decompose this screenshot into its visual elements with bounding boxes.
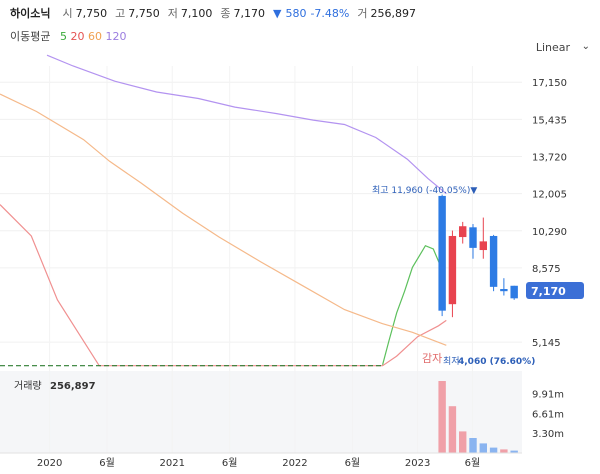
candle-body bbox=[479, 241, 488, 251]
candle-body bbox=[448, 235, 457, 305]
price-tick-label: 5,145 bbox=[532, 338, 561, 349]
time-tick-label: 2021 bbox=[160, 458, 185, 469]
axes: 17,150 15,435 13,720 12,005 10,290 8,575 5,145… bbox=[0, 78, 567, 469]
time-tick-label: 2023 bbox=[405, 458, 430, 469]
volume-total: 256,897 bbox=[50, 381, 96, 392]
high-value: 7,750 bbox=[128, 6, 160, 20]
volume-bar bbox=[489, 447, 498, 453]
volume-tick-label: 9.91m bbox=[532, 390, 564, 401]
candle-body bbox=[438, 195, 446, 311]
chevron-down-icon[interactable]: ⌄ bbox=[581, 41, 590, 52]
stock-name: 하이소닉 bbox=[10, 7, 51, 20]
change-value: 580 bbox=[285, 6, 307, 20]
volume-tick-label: 6.61m bbox=[532, 409, 564, 420]
highest-price-annotation: 최고 11,960 (-40.05%)▼ bbox=[372, 185, 477, 196]
time-tick-label: 2022 bbox=[282, 458, 307, 469]
moving-average-line-120 bbox=[46, 54, 447, 195]
current-price-badge bbox=[526, 282, 584, 299]
ma-legend-item-60[interactable]: 60 bbox=[87, 30, 102, 43]
high-label: 고 bbox=[115, 7, 126, 20]
price-tick-label: 15,435 bbox=[532, 115, 567, 126]
low-value: 7,100 bbox=[180, 6, 213, 20]
price-tick-label: 17,150 bbox=[532, 78, 567, 89]
moving-average-lines bbox=[0, 54, 447, 367]
price-tick-label: 12,005 bbox=[532, 190, 567, 201]
time-tick-label: 2020 bbox=[37, 458, 62, 469]
candle-body bbox=[459, 226, 467, 238]
volume-value: 256,897 bbox=[370, 6, 417, 20]
event-label: 감자 bbox=[422, 352, 442, 365]
volume-pane-background bbox=[0, 371, 522, 453]
change-percent: -7.48% bbox=[310, 6, 350, 20]
moving-average-line-20 bbox=[0, 204, 447, 367]
ma-legend-item-5[interactable]: 5 bbox=[59, 30, 67, 43]
candle-body bbox=[489, 235, 498, 287]
volume-bar bbox=[510, 450, 518, 453]
price-tick-label: 13,720 bbox=[532, 153, 567, 164]
current-price-label: 7,170 bbox=[531, 285, 566, 298]
close-label: 종 bbox=[220, 7, 231, 20]
candlestick-series bbox=[438, 194, 518, 318]
volume-tick-label: 3.30m bbox=[532, 429, 564, 440]
candle-body bbox=[469, 227, 477, 248]
ma-legend-item-120[interactable]: 120 bbox=[105, 30, 127, 43]
volume-bar bbox=[438, 381, 446, 453]
price-tick-label: 10,290 bbox=[532, 227, 567, 238]
lowest-price-prefix: 최저 bbox=[443, 356, 460, 367]
time-tick-label: 6월 bbox=[345, 457, 361, 469]
price-pane-top-gap bbox=[0, 61, 522, 66]
volume-bars bbox=[438, 381, 518, 453]
open-value: 7,750 bbox=[75, 6, 108, 20]
low-label: 저 bbox=[167, 7, 178, 20]
moving-average-line-60 bbox=[0, 93, 447, 346]
lowest-price-annotation: 4,060 (76.60%) bbox=[458, 357, 535, 367]
open-label: 시 bbox=[62, 7, 73, 20]
candle-body bbox=[510, 285, 518, 299]
volume-bar bbox=[448, 406, 457, 453]
volume-title: 거래량 bbox=[14, 380, 42, 392]
volume-bar bbox=[479, 443, 488, 453]
scale-type-dropdown[interactable]: Linear bbox=[535, 41, 570, 54]
price-tick-label: 8,575 bbox=[532, 264, 561, 275]
stock-header: 하이소닉 시 7,750 고 7,750 저 7,100 종 7,170 ▼ 5… bbox=[10, 3, 424, 23]
volume-bar bbox=[469, 438, 477, 453]
volume-bar bbox=[459, 431, 467, 453]
time-tick-label: 6월 bbox=[99, 457, 115, 469]
time-tick-label: 6월 bbox=[222, 457, 238, 469]
moving-average-line-5 bbox=[382, 244, 442, 365]
ma-legend-item-20[interactable]: 20 bbox=[70, 30, 85, 43]
change-arrow-icon: ▼ bbox=[272, 6, 282, 20]
candle-body bbox=[500, 289, 508, 292]
moving-average-legend: 이동평균 5 20 60 120 bbox=[10, 28, 126, 44]
volume-label: 거 bbox=[357, 7, 368, 20]
time-tick-label: 6월 bbox=[465, 457, 481, 469]
close-value: 7,170 bbox=[233, 6, 265, 20]
moving-average-title: 이동평균 bbox=[10, 30, 51, 43]
volume-bar bbox=[500, 449, 508, 453]
